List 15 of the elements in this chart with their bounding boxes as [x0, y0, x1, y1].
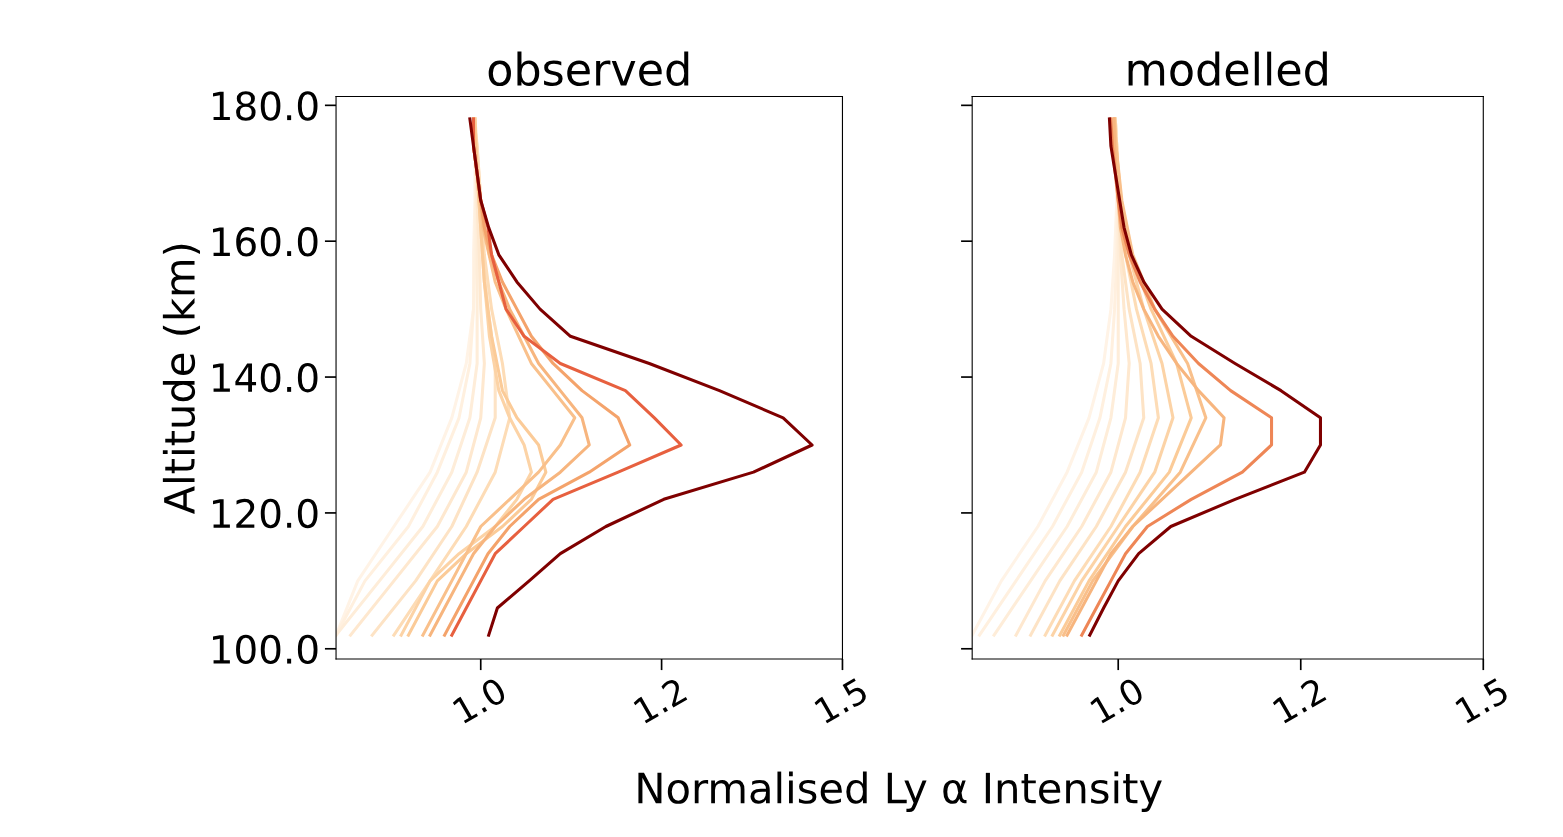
y-tick-label: 120.0 — [213, 498, 318, 529]
x-tick-label: 1.5 — [813, 677, 869, 724]
y-tick-label: 100.0 — [213, 634, 318, 665]
y-tick-label: 140.0 — [213, 362, 318, 393]
x-tick-label: 1.5 — [1454, 677, 1510, 724]
x-tick-label: 1.2 — [1272, 677, 1327, 724]
x-tick-label: 1.0 — [452, 676, 508, 724]
chart-title: observed — [488, 51, 689, 87]
chart-title: modelled — [1128, 51, 1327, 87]
y-tick-label: 160.0 — [213, 227, 318, 257]
x-tick-label: 1.2 — [632, 677, 688, 724]
x-tick-label: 1.0 — [1089, 676, 1146, 724]
y-axis-title: Altitude (km) — [162, 244, 201, 515]
y-tick-label: 180.0 — [213, 91, 318, 121]
x-axis-title: Normalised Ly α Intensity — [638, 771, 1162, 812]
